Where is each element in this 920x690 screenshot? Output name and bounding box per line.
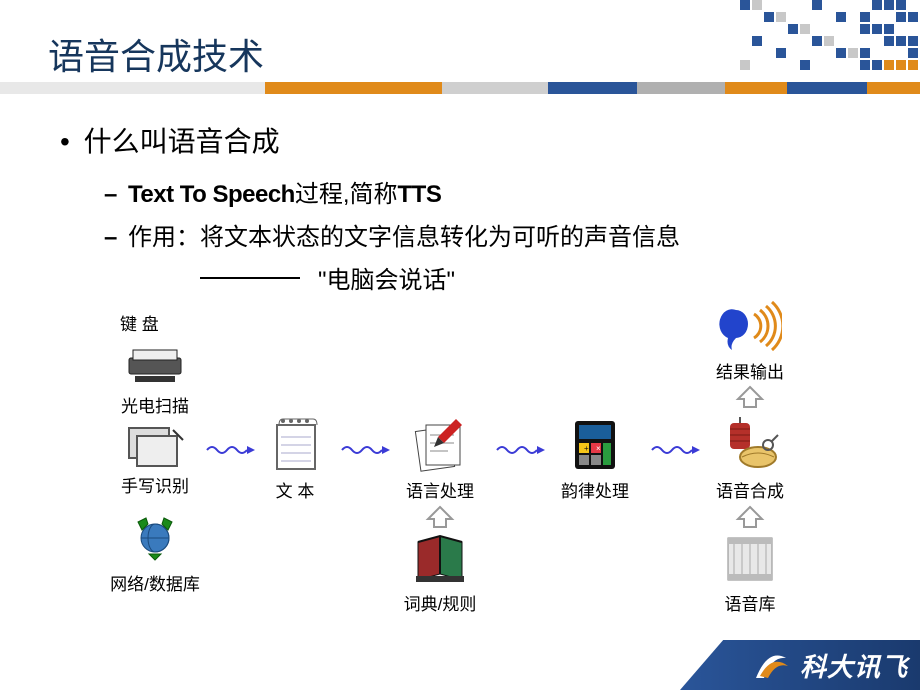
text-label: 文 本 xyxy=(250,477,340,502)
input-scanner: 光电扫描 xyxy=(100,340,210,417)
keyboard-label: 键 盘 xyxy=(120,310,159,335)
dict-label: 词典/规则 xyxy=(385,590,495,615)
color-bar xyxy=(0,82,920,94)
quote-line: "电脑会说话" xyxy=(200,260,880,295)
bullet-level2-purpose: 作用：将文本状态的文字信息转化为可听的声音信息 xyxy=(104,217,880,252)
voicedb-label: 语音库 xyxy=(695,590,805,615)
paper-pen-icon xyxy=(408,415,472,473)
brand-text: 科大讯飞 xyxy=(800,647,908,684)
speaking-head-icon xyxy=(718,300,782,354)
notepad-icon xyxy=(263,415,327,473)
node-prosody: +× 韵律处理 xyxy=(540,415,650,502)
arrow-prosody-synth xyxy=(650,440,700,460)
quote-dash xyxy=(200,277,300,279)
svg-text:+: + xyxy=(584,444,589,453)
arrow-input-text xyxy=(205,440,255,460)
tts-pipeline-diagram: 键 盘 光电扫描 手写识别 网络/数据库 文 本 语言处理 +× xyxy=(0,300,920,670)
lang-proc-label: 语言处理 xyxy=(385,477,495,502)
server-icon xyxy=(718,530,782,586)
tts-bold-b: TTS xyxy=(398,181,442,208)
output-label: 结果输出 xyxy=(695,358,805,383)
svg-text:×: × xyxy=(596,444,601,453)
network-label: 网络/数据库 xyxy=(100,570,210,595)
tablet-icon xyxy=(123,420,187,468)
bullet-level1: 什么叫语音合成 xyxy=(60,120,880,160)
arrow-synth-output xyxy=(735,385,765,409)
input-keyboard: 键 盘 xyxy=(120,310,159,335)
input-handwriting: 手写识别 xyxy=(100,420,210,497)
tts-mid: 过程,简称 xyxy=(295,181,398,208)
thread-tape-icon xyxy=(718,415,782,473)
prosody-label: 韵律处理 xyxy=(540,477,650,502)
synth-label: 语音合成 xyxy=(695,477,805,502)
node-output: 结果输出 xyxy=(695,300,805,383)
slide-title: 语音合成技术 xyxy=(48,28,264,80)
arrow-text-lang xyxy=(340,440,390,460)
input-network: 网络/数据库 xyxy=(100,510,210,595)
node-lang-proc: 语言处理 xyxy=(385,415,495,502)
scanner-label: 光电扫描 xyxy=(100,392,210,417)
node-dict: 词典/规则 xyxy=(385,530,495,615)
calculator-icon: +× xyxy=(563,415,627,473)
handwriting-label: 手写识别 xyxy=(100,472,210,497)
recycle-globe-icon xyxy=(123,510,187,566)
node-text: 文 本 xyxy=(250,415,340,502)
tts-bold-a: Text To Speech xyxy=(128,181,295,208)
content-area: 什么叫语音合成 Text To Speech过程,简称TTS 作用：将文本状态的… xyxy=(60,120,880,295)
scanner-icon xyxy=(123,340,187,388)
brand-mark-icon xyxy=(750,642,792,689)
quote-text: "电脑会说话" xyxy=(318,260,455,295)
books-icon xyxy=(408,530,472,586)
bullet-level2-tts: Text To Speech过程,简称TTS xyxy=(104,174,880,209)
arrow-voicedb-synth xyxy=(735,505,765,529)
arrow-lang-prosody xyxy=(495,440,545,460)
node-synth: 语音合成 xyxy=(695,415,805,502)
header-grid-decoration xyxy=(720,0,920,85)
arrow-dict-lang xyxy=(425,505,455,529)
node-voicedb: 语音库 xyxy=(695,530,805,615)
